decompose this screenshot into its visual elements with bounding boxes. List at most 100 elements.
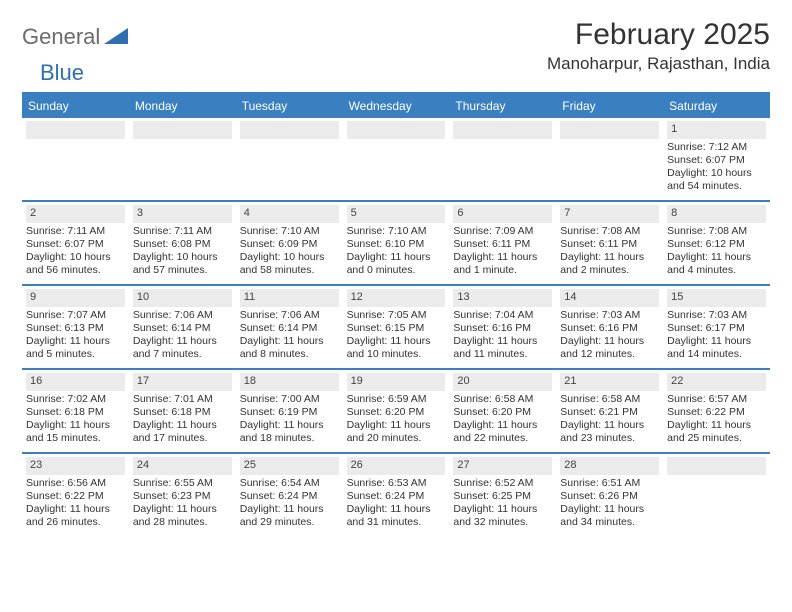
cell-sunset: Sunset: 6:08 PM <box>133 238 232 251</box>
calendar-cell: 24Sunrise: 6:55 AMSunset: 6:23 PMDayligh… <box>129 454 236 536</box>
calendar-cell: 3Sunrise: 7:11 AMSunset: 6:08 PMDaylight… <box>129 202 236 284</box>
calendar-cell: 6Sunrise: 7:09 AMSunset: 6:11 PMDaylight… <box>449 202 556 284</box>
title-block: February 2025 Manoharpur, Rajasthan, Ind… <box>547 18 770 74</box>
cell-sunrise: Sunrise: 7:00 AM <box>240 393 339 406</box>
cell-sunrise: Sunrise: 6:51 AM <box>560 477 659 490</box>
cell-sunset: Sunset: 6:23 PM <box>133 490 232 503</box>
calendar-cell-empty <box>449 118 556 200</box>
calendar-cell-empty <box>22 118 129 200</box>
cell-daylight: Daylight: 11 hours and 2 minutes. <box>560 251 659 277</box>
calendar-cell-empty <box>343 118 450 200</box>
cell-sunrise: Sunrise: 7:01 AM <box>133 393 232 406</box>
day-header: Friday <box>556 94 663 118</box>
cell-sunrise: Sunrise: 7:03 AM <box>667 309 766 322</box>
day-number: 15 <box>667 289 766 307</box>
cell-sunset: Sunset: 6:21 PM <box>560 406 659 419</box>
cell-sunrise: Sunrise: 7:03 AM <box>560 309 659 322</box>
cell-daylight: Daylight: 11 hours and 8 minutes. <box>240 335 339 361</box>
day-number: 8 <box>667 205 766 223</box>
cell-daylight: Daylight: 11 hours and 28 minutes. <box>133 503 232 529</box>
day-header: Monday <box>129 94 236 118</box>
cell-sunrise: Sunrise: 7:11 AM <box>133 225 232 238</box>
calendar-cell: 21Sunrise: 6:58 AMSunset: 6:21 PMDayligh… <box>556 370 663 452</box>
calendar-cell: 26Sunrise: 6:53 AMSunset: 6:24 PMDayligh… <box>343 454 450 536</box>
calendar-cell: 15Sunrise: 7:03 AMSunset: 6:17 PMDayligh… <box>663 286 770 368</box>
cell-sunset: Sunset: 6:20 PM <box>453 406 552 419</box>
day-number: 9 <box>26 289 125 307</box>
calendar-cell: 4Sunrise: 7:10 AMSunset: 6:09 PMDaylight… <box>236 202 343 284</box>
cell-daylight: Daylight: 11 hours and 18 minutes. <box>240 419 339 445</box>
month-title: February 2025 <box>547 18 770 52</box>
day-number: 24 <box>133 457 232 475</box>
cell-sunrise: Sunrise: 7:09 AM <box>453 225 552 238</box>
calendar-cell: 8Sunrise: 7:08 AMSunset: 6:12 PMDaylight… <box>663 202 770 284</box>
cell-sunset: Sunset: 6:13 PM <box>26 322 125 335</box>
day-number: 22 <box>667 373 766 391</box>
day-header: Thursday <box>449 94 556 118</box>
cell-sunrise: Sunrise: 6:57 AM <box>667 393 766 406</box>
cell-sunset: Sunset: 6:26 PM <box>560 490 659 503</box>
calendar-cell: 5Sunrise: 7:10 AMSunset: 6:10 PMDaylight… <box>343 202 450 284</box>
cell-sunset: Sunset: 6:10 PM <box>347 238 446 251</box>
cell-sunset: Sunset: 6:14 PM <box>240 322 339 335</box>
cell-daylight: Daylight: 11 hours and 15 minutes. <box>26 419 125 445</box>
cell-sunrise: Sunrise: 6:54 AM <box>240 477 339 490</box>
cell-sunset: Sunset: 6:07 PM <box>667 154 766 167</box>
day-number: 19 <box>347 373 446 391</box>
cell-daylight: Daylight: 11 hours and 12 minutes. <box>560 335 659 361</box>
cell-daylight: Daylight: 11 hours and 4 minutes. <box>667 251 766 277</box>
day-number: 28 <box>560 457 659 475</box>
day-number <box>133 121 232 139</box>
calendar-cell: 1Sunrise: 7:12 AMSunset: 6:07 PMDaylight… <box>663 118 770 200</box>
day-number <box>240 121 339 139</box>
calendar-cell: 13Sunrise: 7:04 AMSunset: 6:16 PMDayligh… <box>449 286 556 368</box>
logo: General <box>22 24 130 50</box>
calendar-cell: 11Sunrise: 7:06 AMSunset: 6:14 PMDayligh… <box>236 286 343 368</box>
cell-sunrise: Sunrise: 7:02 AM <box>26 393 125 406</box>
day-number: 13 <box>453 289 552 307</box>
calendar-cell: 10 Sunrise: 7:06 AMSunset: 6:14 PMDayligh… <box>129 286 236 368</box>
cell-daylight: Daylight: 11 hours and 5 minutes. <box>26 335 125 361</box>
day-number: 10 <box>133 289 232 307</box>
day-number: 16 <box>26 373 125 391</box>
calendar-cell: 12Sunrise: 7:05 AMSunset: 6:15 PMDayligh… <box>343 286 450 368</box>
cell-daylight: Daylight: 11 hours and 0 minutes. <box>347 251 446 277</box>
cell-sunrise: Sunrise: 6:56 AM <box>26 477 125 490</box>
day-number: 23 <box>26 457 125 475</box>
cell-sunrise: Sunrise: 7:06 AM <box>133 309 232 322</box>
cell-sunset: Sunset: 6:11 PM <box>560 238 659 251</box>
cell-sunrise: Sunrise: 6:59 AM <box>347 393 446 406</box>
calendar-cell: 7Sunrise: 7:08 AMSunset: 6:11 PMDaylight… <box>556 202 663 284</box>
calendar-cell-empty <box>556 118 663 200</box>
cell-sunrise: Sunrise: 6:58 AM <box>453 393 552 406</box>
calendar-cell: 2Sunrise: 7:11 AMSunset: 6:07 PMDaylight… <box>22 202 129 284</box>
cell-sunset: Sunset: 6:22 PM <box>26 490 125 503</box>
cell-sunrise: Sunrise: 7:12 AM <box>667 141 766 154</box>
calendar-cell-empty <box>236 118 343 200</box>
day-number: 12 <box>347 289 446 307</box>
cell-sunrise: Sunrise: 7:04 AM <box>453 309 552 322</box>
cell-sunset: Sunset: 6:14 PM <box>133 322 232 335</box>
day-header: Saturday <box>663 94 770 118</box>
day-number: 5 <box>347 205 446 223</box>
cell-sunset: Sunset: 6:20 PM <box>347 406 446 419</box>
calendar-cell: 20Sunrise: 6:58 AMSunset: 6:20 PMDayligh… <box>449 370 556 452</box>
cell-daylight: Daylight: 11 hours and 31 minutes. <box>347 503 446 529</box>
day-number <box>347 121 446 139</box>
day-number: 6 <box>453 205 552 223</box>
day-number: 4 <box>240 205 339 223</box>
cell-sunset: Sunset: 6:15 PM <box>347 322 446 335</box>
cell-daylight: Daylight: 10 hours and 54 minutes. <box>667 167 766 193</box>
cell-sunset: Sunset: 6:16 PM <box>453 322 552 335</box>
cell-sunset: Sunset: 6:16 PM <box>560 322 659 335</box>
cell-daylight: Daylight: 11 hours and 32 minutes. <box>453 503 552 529</box>
day-number <box>667 457 766 475</box>
day-number: 11 <box>240 289 339 307</box>
cell-daylight: Daylight: 11 hours and 10 minutes. <box>347 335 446 361</box>
cell-sunset: Sunset: 6:22 PM <box>667 406 766 419</box>
day-number: 21 <box>560 373 659 391</box>
cell-daylight: Daylight: 11 hours and 7 minutes. <box>133 335 232 361</box>
day-number: 7 <box>560 205 659 223</box>
day-header: Sunday <box>22 94 129 118</box>
calendar-cell: 22Sunrise: 6:57 AMSunset: 6:22 PMDayligh… <box>663 370 770 452</box>
